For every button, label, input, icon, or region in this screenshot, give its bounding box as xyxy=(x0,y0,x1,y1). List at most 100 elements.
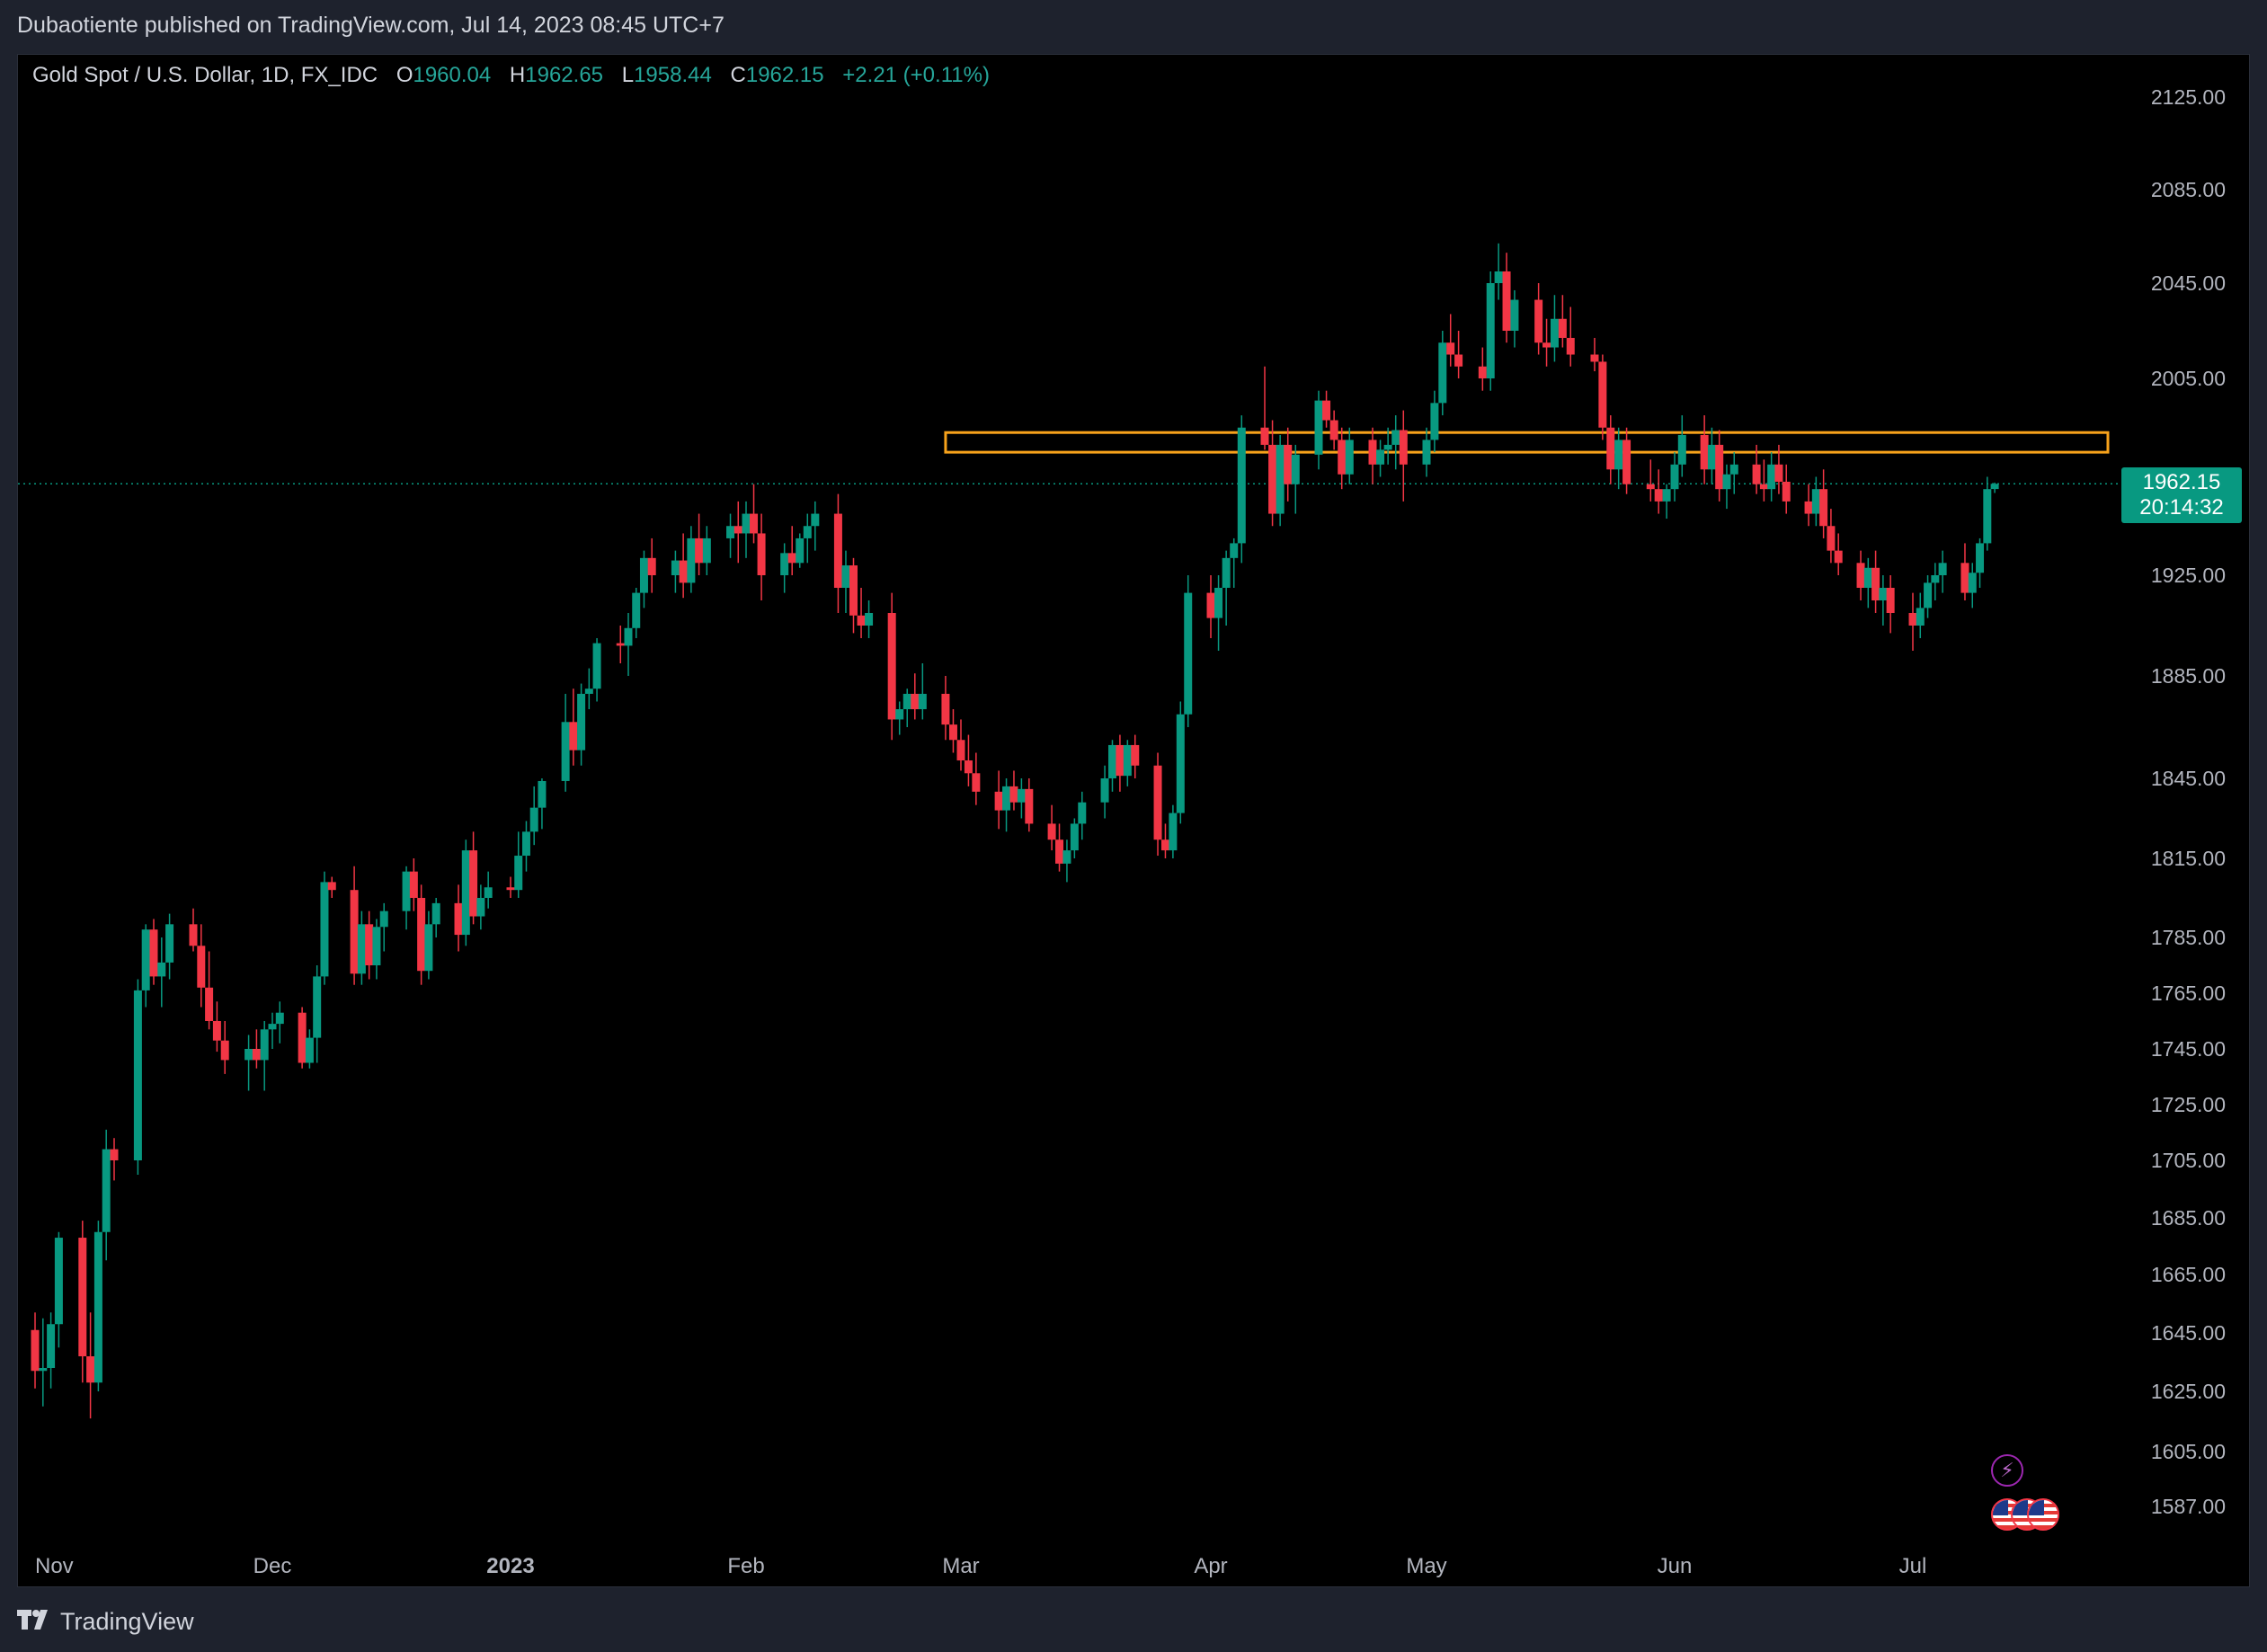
candle-body xyxy=(1100,778,1109,803)
candle-body xyxy=(592,643,601,689)
resistance-zone xyxy=(944,431,2110,454)
candle-body xyxy=(902,693,911,710)
candle-body xyxy=(857,615,866,626)
candle-body xyxy=(1169,813,1178,851)
us-flag-icon[interactable] xyxy=(1991,1498,2063,1532)
candle-body xyxy=(1931,575,1940,583)
candle-body xyxy=(1886,588,1895,613)
lightning-bolt-icon[interactable]: ⚡ xyxy=(1991,1454,2023,1487)
candle-body xyxy=(1614,440,1623,470)
candle-body xyxy=(1009,786,1018,803)
candle-body xyxy=(133,990,142,1160)
candle-body xyxy=(476,898,485,917)
candle-body xyxy=(320,882,329,977)
y-tick-label: 1625.00 xyxy=(2151,1380,2226,1403)
us-flag-icon[interactable] xyxy=(2027,1498,2059,1531)
candle-body xyxy=(1774,464,1783,482)
candle-body xyxy=(244,1049,253,1061)
candle-body xyxy=(787,553,796,564)
tradingview-logo[interactable]: TradingView xyxy=(17,1607,194,1636)
last-price-value: 1962.15 xyxy=(2142,470,2221,494)
candle-body xyxy=(197,946,206,988)
candle-body xyxy=(1338,440,1347,475)
candle-body xyxy=(757,533,766,575)
y-tick-label: 1785.00 xyxy=(2151,926,2226,949)
candle-body xyxy=(1819,489,1828,527)
last-price-badge: 1962.15 20:14:32 xyxy=(2121,467,2242,523)
candle-body xyxy=(1438,342,1447,404)
high-label: H xyxy=(509,63,526,87)
x-tick-label: Jul xyxy=(1899,1554,1927,1578)
candle-body xyxy=(1017,788,1026,803)
candle-body xyxy=(616,643,625,646)
candle-body xyxy=(1759,484,1768,490)
candle-body xyxy=(639,557,648,593)
candle-body xyxy=(1430,403,1439,440)
candle-body xyxy=(918,693,927,710)
y-tick-label: 1645.00 xyxy=(2151,1321,2226,1345)
candle-body xyxy=(357,924,366,974)
candle-body xyxy=(780,553,789,575)
candle-body xyxy=(454,902,463,936)
candle-body xyxy=(1722,474,1731,490)
candle-body xyxy=(298,1012,307,1063)
candle-body xyxy=(461,850,470,936)
y-tick-label: 1587.00 xyxy=(2151,1495,2226,1518)
candle-body xyxy=(1752,464,1761,484)
candle-body xyxy=(1646,484,1655,490)
candle-body xyxy=(1329,420,1338,440)
candle-body xyxy=(102,1149,111,1232)
candle-body xyxy=(54,1238,63,1325)
candle-body xyxy=(1534,299,1543,343)
candle-body xyxy=(1983,489,1992,544)
candle-body xyxy=(1938,563,1947,575)
candle-body xyxy=(212,1021,221,1041)
candle-body xyxy=(431,902,440,925)
price-chart[interactable]: 2125.00 2085.00 2045.00 2005.00 1925.00 1885.… xyxy=(0,0,2267,1587)
candle-body xyxy=(1550,318,1559,348)
candle-body xyxy=(679,560,688,583)
candle-body xyxy=(1707,444,1716,470)
candle-body xyxy=(538,780,547,808)
candle-body xyxy=(1558,318,1567,338)
candle-body xyxy=(1478,366,1487,378)
symbol-name[interactable]: Gold Spot / U.S. Dollar, 1D, FX_IDC xyxy=(32,63,378,87)
candle-body xyxy=(1863,567,1872,588)
candle-body xyxy=(811,513,820,527)
candle-body xyxy=(1391,430,1400,445)
candle-body xyxy=(47,1324,56,1368)
candle-body xyxy=(994,791,1003,811)
candle-body xyxy=(1276,444,1285,514)
candle-body xyxy=(1376,449,1385,465)
candle-body xyxy=(110,1149,119,1160)
candle-body xyxy=(1454,354,1463,367)
candle-body xyxy=(577,693,586,751)
y-tick-label: 2125.00 xyxy=(2151,85,2226,109)
candle-body xyxy=(1070,823,1079,851)
y-tick-label: 1765.00 xyxy=(2151,981,2226,1005)
candle-body xyxy=(584,688,593,694)
candle-body xyxy=(31,1329,40,1372)
candle-body xyxy=(1715,444,1724,490)
y-tick-label: 1665.00 xyxy=(2151,1263,2226,1286)
candle-body xyxy=(260,1029,269,1061)
candle-body xyxy=(1107,744,1116,778)
candle-body xyxy=(1078,802,1087,824)
candle-body xyxy=(1291,454,1300,484)
candle-body xyxy=(1834,550,1843,564)
candle-body xyxy=(1345,440,1354,475)
candle-body xyxy=(1871,567,1880,600)
candle-body xyxy=(1804,501,1813,514)
candle-body xyxy=(1131,744,1140,766)
low-value: 1958.44 xyxy=(634,63,712,87)
candle-body xyxy=(1654,489,1663,502)
candle-body xyxy=(796,537,805,564)
high-value: 1962.65 xyxy=(525,63,604,87)
chart-pane[interactable] xyxy=(17,54,2250,1587)
candle-body xyxy=(1598,361,1607,428)
candle-body xyxy=(157,962,166,977)
y-tick-label: 1845.00 xyxy=(2151,767,2226,790)
candle-body xyxy=(671,560,680,575)
candle-body xyxy=(1153,765,1162,840)
candle-body xyxy=(78,1238,87,1356)
